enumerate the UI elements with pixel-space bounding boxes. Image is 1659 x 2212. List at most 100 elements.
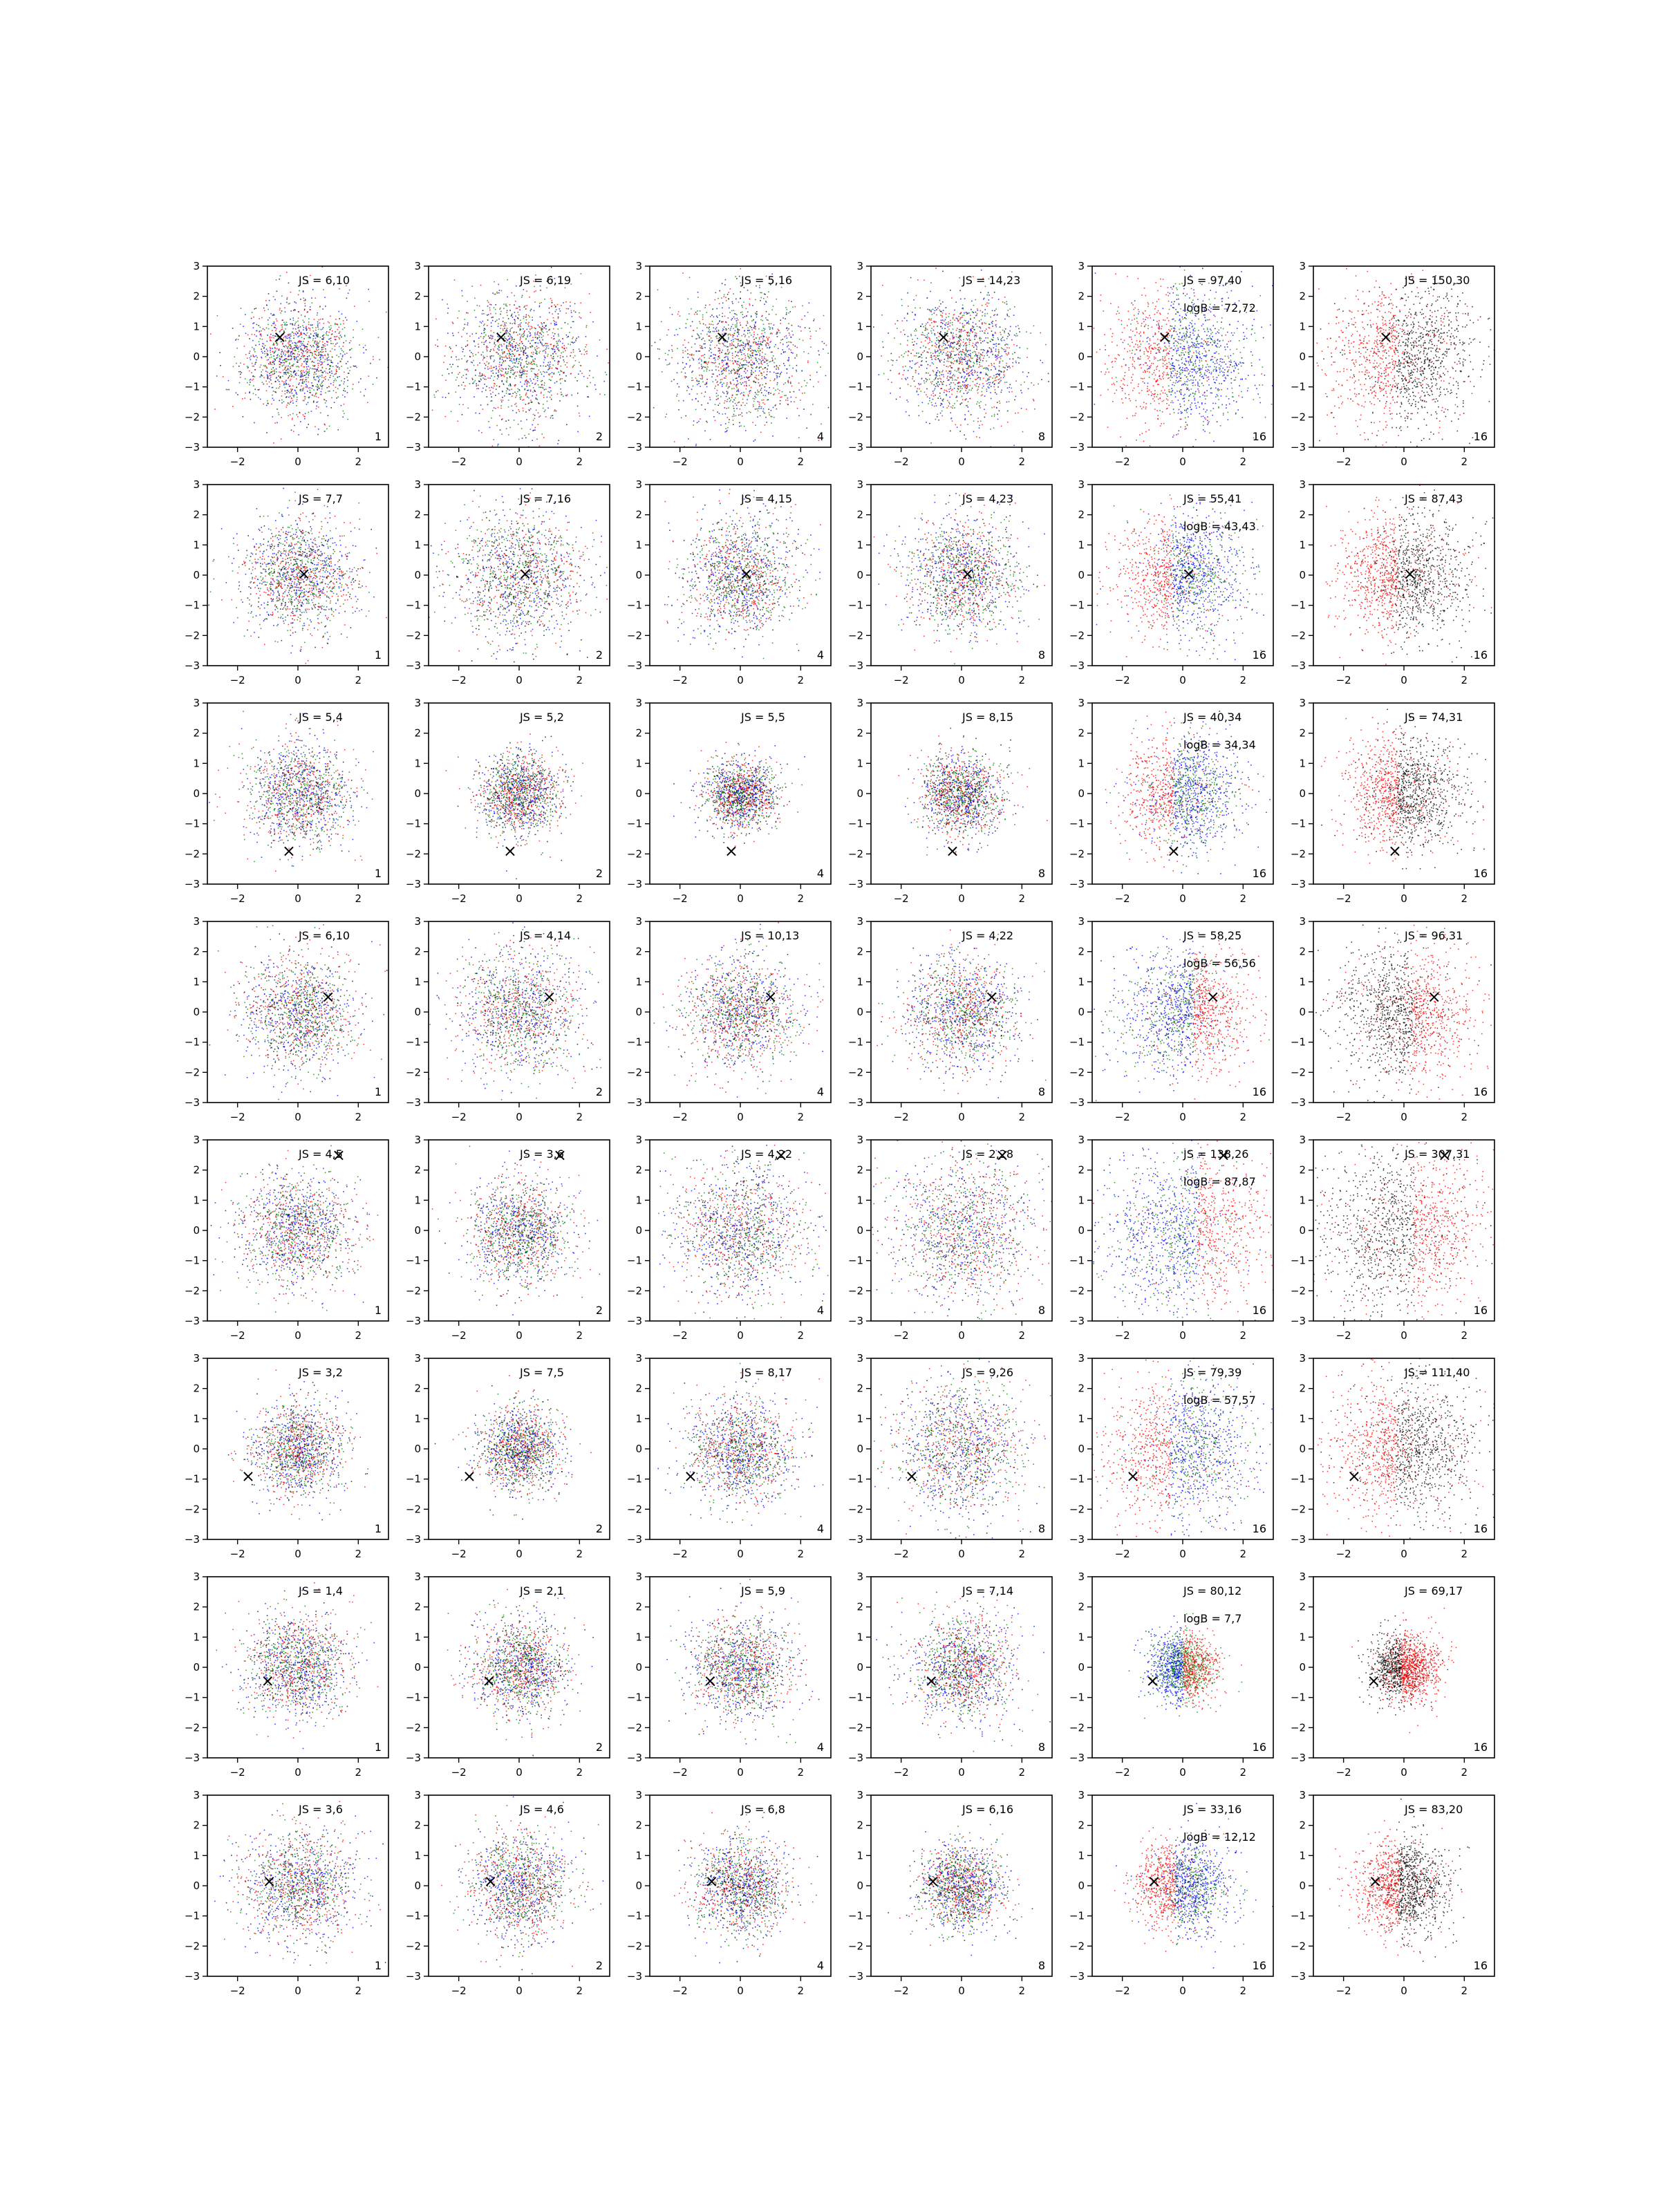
y-tick-label: 2 [856,1382,863,1395]
y-tick-label: 2 [1299,946,1306,958]
y-tick-label: −1 [627,1910,642,1922]
count-annotation: 4 [817,648,824,662]
y-tick-label: 2 [1078,1164,1085,1177]
y-tick-label: 3 [414,1789,421,1801]
axes-frame [650,921,831,1103]
y-tick-label: 3 [193,1571,200,1583]
y-tick-label: 3 [193,1134,200,1146]
count-annotation: 2 [596,1085,603,1098]
y-tick-label: −3 [1069,1096,1085,1109]
count-annotation: 16 [1474,1085,1488,1098]
y-tick-label: 2 [1299,1601,1306,1613]
y-tick-label: 0 [635,1224,642,1237]
y-tick-label: −2 [1291,1066,1306,1078]
y-tick-label: 1 [414,975,421,988]
x-tick-label: −2 [451,674,467,686]
js-annotation: JS = 5,9 [740,1584,785,1597]
js-annotation: JS = 4,14 [519,929,571,942]
y-tick-label: 0 [1299,350,1306,363]
y-tick-label: 2 [856,1819,863,1832]
x-tick-label: −2 [451,1985,467,1997]
y-tick-label: 0 [1078,569,1085,581]
scatter-points [1129,1613,1242,1719]
y-tick-label: −1 [1069,381,1085,393]
y-tick-label: 2 [856,509,863,521]
js-annotation: JS = 33,16 [1183,1803,1241,1816]
scatter-points [647,922,824,1105]
x-tick-label: 0 [294,456,301,468]
y-tick-label: 0 [856,1224,863,1237]
y-tick-label: 1 [856,975,863,988]
scatter-points [674,1812,818,1963]
x-tick-label: −2 [230,1985,245,1997]
js-annotation: JS = 7,5 [519,1366,564,1379]
y-tick-label: 2 [193,1819,200,1832]
js-annotation: JS = 5,16 [740,274,792,287]
x-tick-label: 2 [355,1111,362,1123]
x-tick-label: 2 [798,1766,805,1779]
js-annotation: JS = 14,23 [962,274,1020,287]
axes-frame [1313,703,1494,884]
x-tick-label: 0 [516,456,523,468]
y-tick-label: −1 [1291,381,1306,393]
y-tick-label: −2 [1291,411,1306,423]
y-tick-label: 1 [1078,538,1085,551]
axes-frame [871,266,1052,447]
js-annotation: JS = 150,30 [1404,274,1470,287]
axes-frame [650,1795,831,1976]
x-tick-label: 2 [1461,1985,1468,1997]
axes-frame [871,921,1052,1103]
y-tick-label: 1 [856,1194,863,1206]
count-annotation: 2 [596,1741,603,1754]
js-annotation: JS = 2,28 [962,1147,1013,1161]
y-tick-label: −1 [1069,1910,1085,1922]
y-tick-label: 1 [1299,320,1306,332]
y-tick-label: 0 [1078,1443,1085,1455]
x-tick-label: 2 [1461,1111,1468,1123]
x-tick-label: 2 [355,456,362,468]
y-tick-label: −3 [1069,878,1085,890]
y-tick-label: 0 [1299,1006,1306,1018]
count-annotation: 2 [596,648,603,662]
x-tick-label: 2 [1461,1548,1468,1560]
js-annotation: JS = 307,31 [1404,1147,1470,1161]
y-tick-label: −2 [185,1284,200,1297]
y-tick-label: 1 [193,1412,200,1425]
y-tick-label: 1 [1299,1194,1306,1206]
x-tick-label: 2 [798,674,805,686]
y-tick-label: −1 [627,1255,642,1267]
x-tick-label: 0 [958,1766,965,1779]
y-tick-label: 3 [1299,915,1306,928]
x-tick-label: 0 [1179,1329,1186,1342]
x-tick-label: 2 [355,1329,362,1342]
y-tick-label: −3 [406,659,421,672]
true-source-marker: × [518,564,532,583]
y-tick-label: 0 [193,1224,200,1237]
y-tick-label: −2 [627,1066,642,1078]
y-tick-label: −1 [1069,1036,1085,1049]
true-source-marker: × [704,1871,718,1891]
y-tick-label: −2 [406,1066,421,1078]
x-tick-label: 2 [1019,1548,1026,1560]
count-annotation: 8 [1038,1085,1045,1098]
count-annotation: 2 [596,867,603,880]
y-tick-label: 3 [1078,697,1085,709]
y-tick-label: −3 [848,1970,863,1983]
axes-frame [1313,1358,1494,1539]
y-tick-label: −2 [406,1284,421,1297]
y-tick-label: −1 [185,1255,200,1267]
y-tick-label: 0 [635,350,642,363]
y-tick-label: 2 [1299,1382,1306,1395]
y-tick-label: −2 [848,411,863,423]
y-tick-label: −2 [406,1721,421,1734]
x-tick-label: 0 [294,892,301,905]
x-tick-label: −2 [230,456,245,468]
y-tick-label: 0 [1299,787,1306,800]
y-tick-label: 1 [1078,1194,1085,1206]
